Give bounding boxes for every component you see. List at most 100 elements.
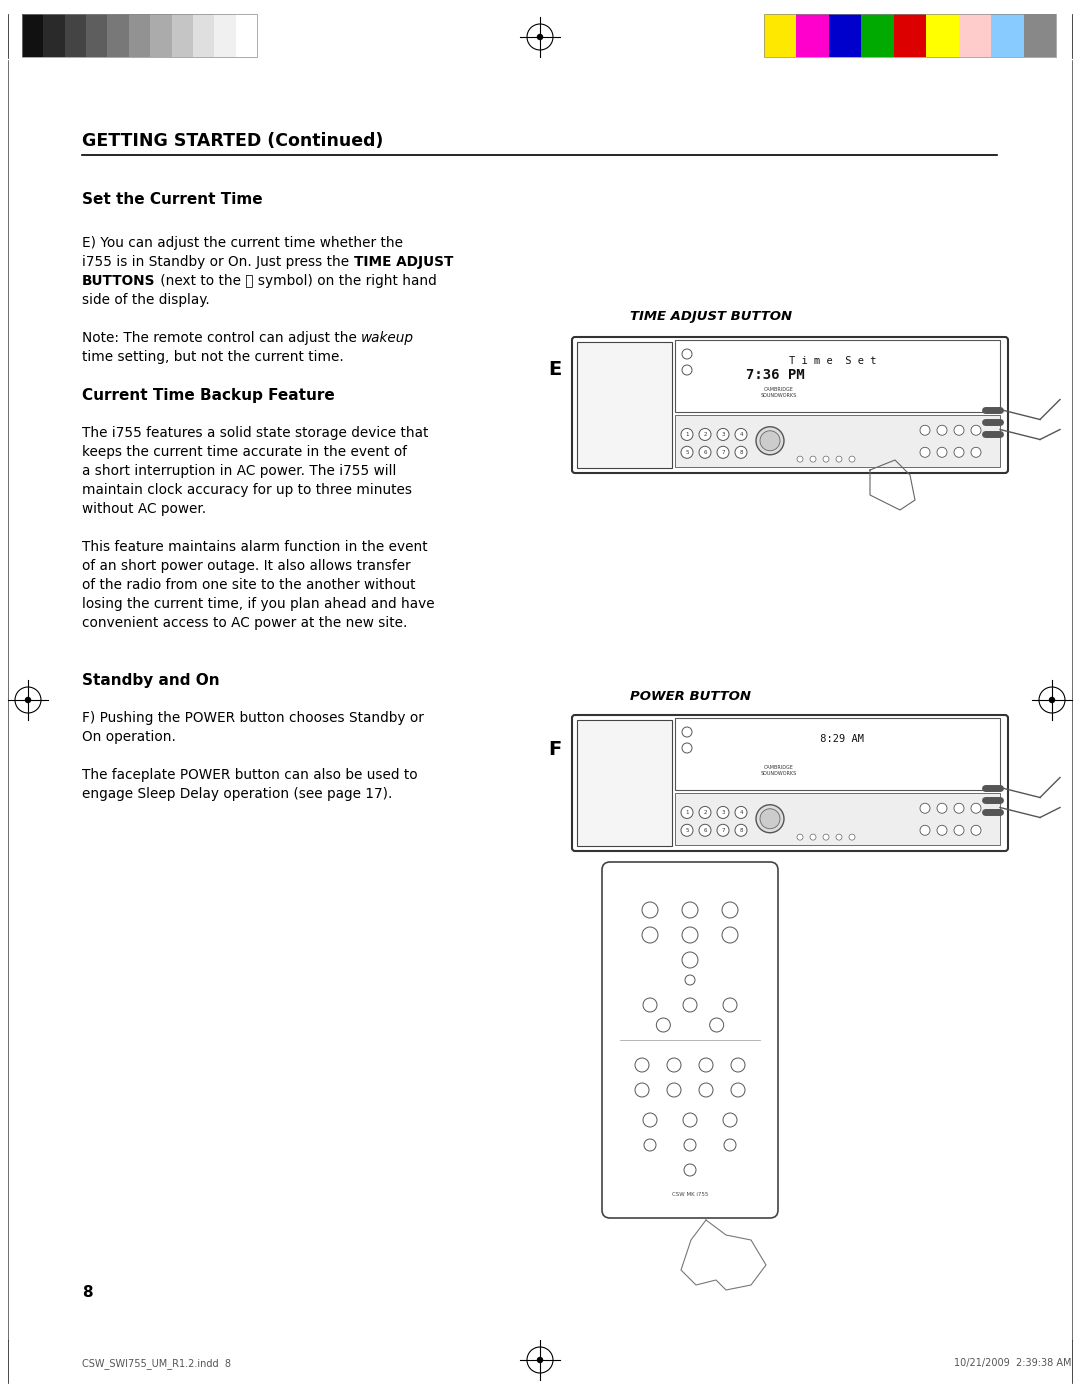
Bar (764, 14, 796, 57)
Circle shape (642, 928, 658, 943)
Text: convenient access to AC power at the new site.: convenient access to AC power at the new… (82, 616, 407, 630)
Text: The i755 features a solid state storage device that: The i755 features a solid state storage … (82, 426, 429, 440)
Circle shape (971, 447, 981, 457)
Text: F) Pushing the POWER button chooses Standby or: F) Pushing the POWER button chooses Stan… (82, 711, 423, 725)
Circle shape (684, 1139, 696, 1151)
Bar (86, 14, 107, 57)
Circle shape (735, 824, 747, 837)
Circle shape (699, 1083, 713, 1097)
Text: 8: 8 (82, 1285, 93, 1301)
Text: 2: 2 (703, 432, 706, 437)
Circle shape (681, 429, 693, 440)
Circle shape (681, 726, 692, 738)
Circle shape (681, 446, 693, 458)
Circle shape (643, 997, 657, 1011)
Bar (577, 342, 672, 468)
Bar (107, 14, 129, 57)
Circle shape (684, 1164, 696, 1176)
Bar (43, 14, 65, 57)
Circle shape (797, 834, 804, 840)
Circle shape (954, 803, 964, 813)
Text: 6: 6 (703, 828, 706, 833)
Text: CSW MK i755: CSW MK i755 (672, 1192, 708, 1197)
Circle shape (699, 806, 711, 819)
Bar (894, 14, 927, 57)
Text: CSW_SWI755_UM_R1.2.indd  8: CSW_SWI755_UM_R1.2.indd 8 (82, 1358, 231, 1369)
Circle shape (681, 806, 693, 819)
Text: without AC power.: without AC power. (82, 502, 206, 515)
Circle shape (717, 824, 729, 837)
Bar (991, 14, 1024, 57)
Text: POWER BUTTON: POWER BUTTON (630, 690, 751, 703)
Text: 5: 5 (685, 450, 689, 455)
Text: 8: 8 (739, 450, 743, 455)
Circle shape (937, 826, 947, 835)
Circle shape (683, 997, 697, 1011)
Bar (675, 718, 1000, 789)
Circle shape (537, 1356, 543, 1363)
Bar (828, 14, 862, 57)
Circle shape (25, 697, 31, 703)
Circle shape (836, 457, 842, 462)
Circle shape (810, 457, 816, 462)
Text: 8: 8 (739, 828, 743, 833)
Circle shape (920, 826, 930, 835)
Text: The faceplate POWER button can also be used to: The faceplate POWER button can also be u… (82, 768, 418, 782)
Circle shape (971, 425, 981, 436)
Circle shape (723, 928, 738, 943)
Text: E) You can adjust the current time whether the: E) You can adjust the current time wheth… (82, 236, 403, 250)
Circle shape (723, 902, 738, 918)
Bar (1024, 14, 1056, 57)
Text: Set the Current Time: Set the Current Time (82, 191, 262, 207)
Circle shape (685, 975, 696, 985)
Circle shape (756, 426, 784, 455)
Circle shape (699, 824, 711, 837)
Text: 1: 1 (685, 432, 689, 437)
Text: side of the display.: side of the display. (82, 293, 210, 307)
Circle shape (823, 834, 829, 840)
Text: TIME ADJUST: TIME ADJUST (353, 256, 453, 270)
Circle shape (849, 457, 855, 462)
Circle shape (723, 997, 737, 1011)
Text: losing the current time, if you plan ahead and have: losing the current time, if you plan ahe… (82, 597, 434, 610)
Circle shape (681, 349, 692, 359)
Circle shape (724, 1139, 735, 1151)
Bar (927, 14, 959, 57)
Circle shape (920, 447, 930, 457)
Circle shape (954, 447, 964, 457)
Text: GETTING STARTED (Continued): GETTING STARTED (Continued) (82, 131, 383, 149)
Circle shape (735, 446, 747, 458)
Text: 7: 7 (721, 450, 725, 455)
Text: 2: 2 (703, 810, 706, 814)
Bar (796, 14, 828, 57)
Bar (862, 14, 894, 57)
Text: CAMBRIDGE
SOUNDWORKS: CAMBRIDGE SOUNDWORKS (761, 766, 797, 775)
FancyBboxPatch shape (572, 715, 1008, 851)
Circle shape (756, 805, 784, 833)
Text: 1: 1 (685, 810, 689, 814)
Circle shape (681, 743, 692, 753)
Circle shape (731, 1083, 745, 1097)
Circle shape (797, 457, 804, 462)
Circle shape (954, 425, 964, 436)
Circle shape (657, 1018, 671, 1032)
FancyBboxPatch shape (602, 862, 778, 1218)
Text: 6: 6 (703, 450, 706, 455)
Circle shape (971, 803, 981, 813)
Circle shape (735, 806, 747, 819)
Circle shape (760, 430, 780, 451)
Text: CAMBRIDGE
SOUNDWORKS: CAMBRIDGE SOUNDWORKS (761, 387, 797, 398)
Text: Current Time Backup Feature: Current Time Backup Feature (82, 388, 335, 402)
Bar (675, 415, 1000, 467)
Bar (675, 792, 1000, 845)
Text: 4: 4 (739, 810, 743, 814)
Circle shape (699, 1058, 713, 1071)
Text: 10/21/2009  2:39:38 AM: 10/21/2009 2:39:38 AM (955, 1358, 1072, 1368)
Circle shape (971, 826, 981, 835)
Text: of an short power outage. It also allows transfer: of an short power outage. It also allows… (82, 559, 410, 573)
Text: wakeup: wakeup (361, 331, 415, 345)
Circle shape (667, 1083, 681, 1097)
Circle shape (1049, 697, 1055, 703)
Text: 8:29 AM: 8:29 AM (788, 733, 864, 745)
FancyBboxPatch shape (572, 337, 1008, 474)
